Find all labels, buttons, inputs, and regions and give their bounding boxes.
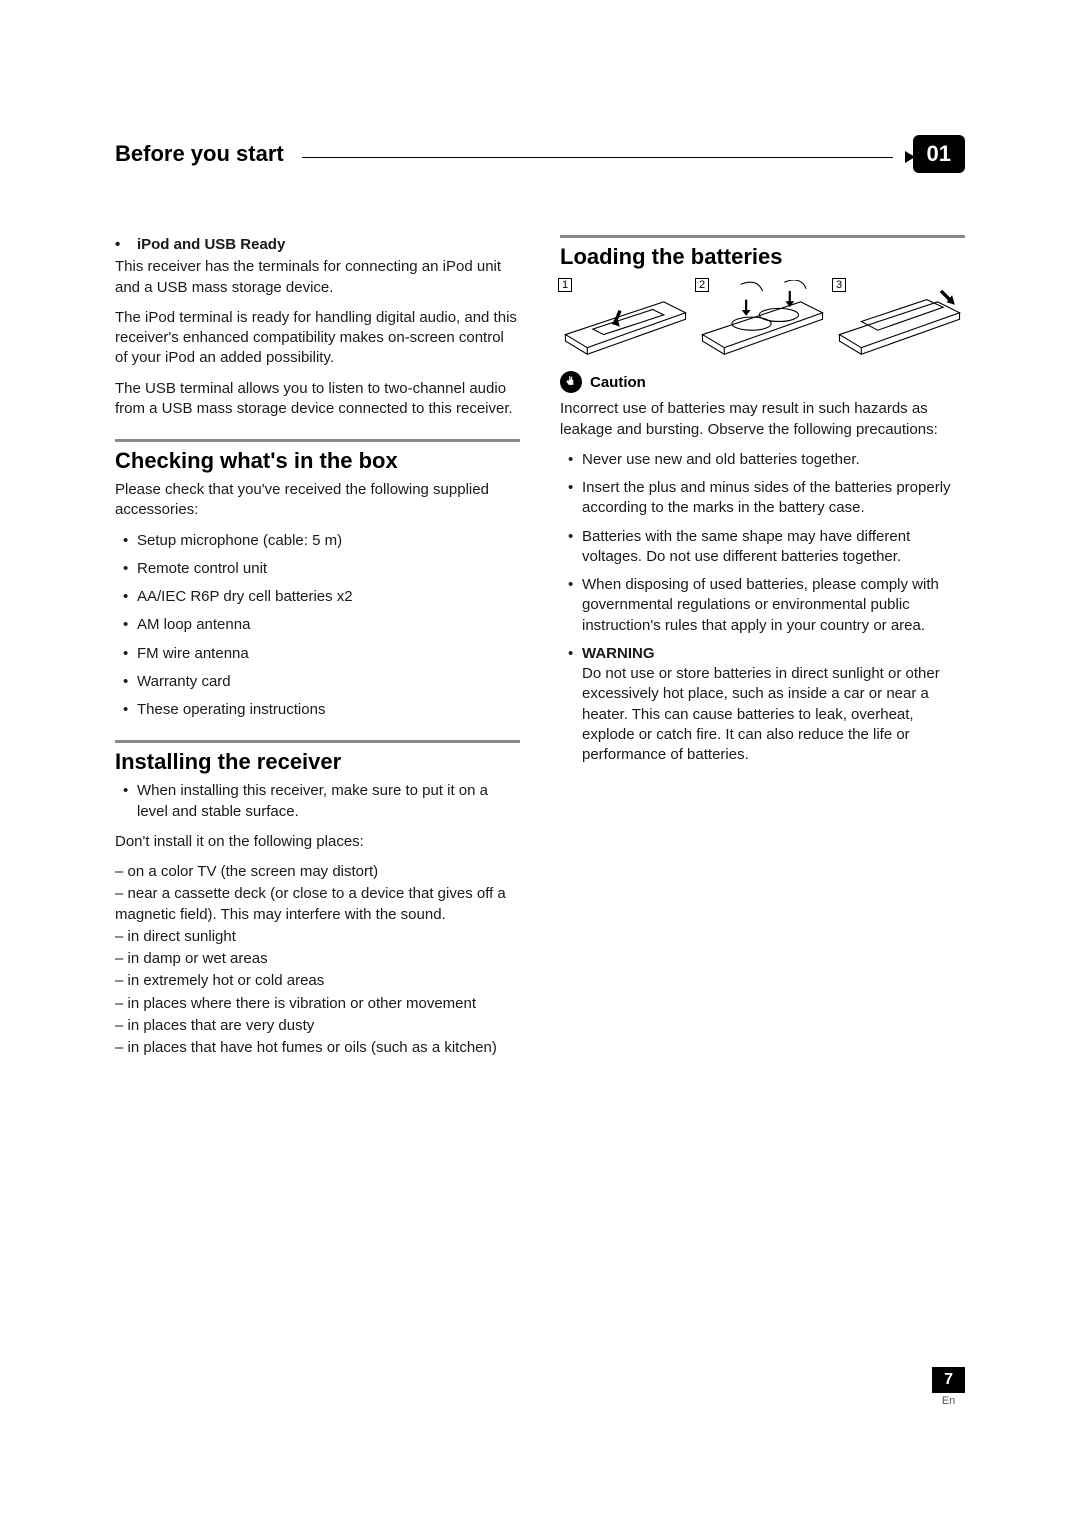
list-item: Remote control unit <box>115 559 520 579</box>
remote-illustration-icon <box>697 280 828 356</box>
list-item: Insert the plus and minus sides of the b… <box>560 478 965 519</box>
warning-label: WARNING <box>582 645 655 662</box>
step-number: 3 <box>832 278 846 292</box>
ipod-paragraph-2: The iPod terminal is ready for handling … <box>115 308 520 369</box>
step-number: 2 <box>695 278 709 292</box>
list-item: AM loop antenna <box>115 615 520 635</box>
loading-title: Loading the batteries <box>560 244 965 270</box>
list-item: When disposing of used batteries, please… <box>560 575 965 636</box>
caution-hand-icon <box>560 371 582 393</box>
checking-intro: Please check that you've received the fo… <box>115 480 520 521</box>
figure-step-3: 3 <box>834 280 965 361</box>
page-number: 7 <box>932 1367 965 1393</box>
header-rule <box>302 157 893 158</box>
remote-illustration-icon <box>560 280 691 356</box>
list-item: – in direct sunlight <box>115 927 520 947</box>
right-column: Loading the batteries 1 2 <box>560 235 965 1060</box>
ipod-heading-row: • iPod and USB Ready <box>115 235 520 255</box>
list-item: Warranty card <box>115 672 520 692</box>
list-item: When installing this receiver, make sure… <box>115 781 520 822</box>
ipod-paragraph-1: This receiver has the terminals for conn… <box>115 257 520 298</box>
list-item: – near a cassette deck (or close to a de… <box>115 884 520 925</box>
installing-intro: Don't install it on the following places… <box>115 832 520 852</box>
checking-list: Setup microphone (cable: 5 m) Remote con… <box>115 531 520 721</box>
warning-text: Do not use or store batteries in direct … <box>582 665 940 763</box>
chapter-number-badge: 01 <box>913 135 965 173</box>
list-item: – on a color TV (the screen may distort) <box>115 862 520 882</box>
caution-label: Caution <box>590 374 646 391</box>
list-item: Batteries with the same shape may have d… <box>560 527 965 568</box>
battery-figure: 1 2 <box>560 280 965 361</box>
list-item: These operating instructions <box>115 700 520 720</box>
checking-title: Checking what's in the box <box>115 448 520 474</box>
page-footer: 7 En <box>932 1367 965 1407</box>
section-divider <box>560 235 965 238</box>
remote-illustration-icon <box>834 280 965 356</box>
page-body: • iPod and USB Ready This receiver has t… <box>115 235 965 1060</box>
ipod-heading: iPod and USB Ready <box>137 236 285 253</box>
list-item: Setup microphone (cable: 5 m) <box>115 531 520 551</box>
figure-step-1: 1 <box>560 280 691 361</box>
chapter-title: Before you start <box>115 141 284 167</box>
installing-title: Installing the receiver <box>115 749 520 775</box>
figure-step-2: 2 <box>697 280 828 361</box>
caution-heading: Caution <box>560 371 965 393</box>
bullet-glyph: • <box>115 236 120 253</box>
list-item: – in places that have hot fumes or oils … <box>115 1038 520 1058</box>
list-item: AA/IEC R6P dry cell batteries x2 <box>115 587 520 607</box>
list-item: – in places that are very dusty <box>115 1016 520 1036</box>
list-item: WARNING Do not use or store batteries in… <box>560 644 965 766</box>
list-item: – in places where there is vibration or … <box>115 994 520 1014</box>
caution-list: Never use new and old batteries together… <box>560 450 965 766</box>
installing-places: – on a color TV (the screen may distort)… <box>115 862 520 1058</box>
step-number: 1 <box>558 278 572 292</box>
installing-bullet-list: When installing this receiver, make sure… <box>115 781 520 822</box>
section-divider <box>115 740 520 743</box>
ipod-paragraph-3: The USB terminal allows you to listen to… <box>115 379 520 420</box>
section-divider <box>115 439 520 442</box>
list-item: FM wire antenna <box>115 644 520 664</box>
list-item: – in damp or wet areas <box>115 949 520 969</box>
left-column: • iPod and USB Ready This receiver has t… <box>115 235 520 1060</box>
chapter-header: Before you start 01 <box>115 135 965 173</box>
caution-intro: Incorrect use of batteries may result in… <box>560 399 965 440</box>
list-item: – in extremely hot or cold areas <box>115 971 520 991</box>
list-item: Never use new and old batteries together… <box>560 450 965 470</box>
page-language: En <box>932 1395 965 1407</box>
